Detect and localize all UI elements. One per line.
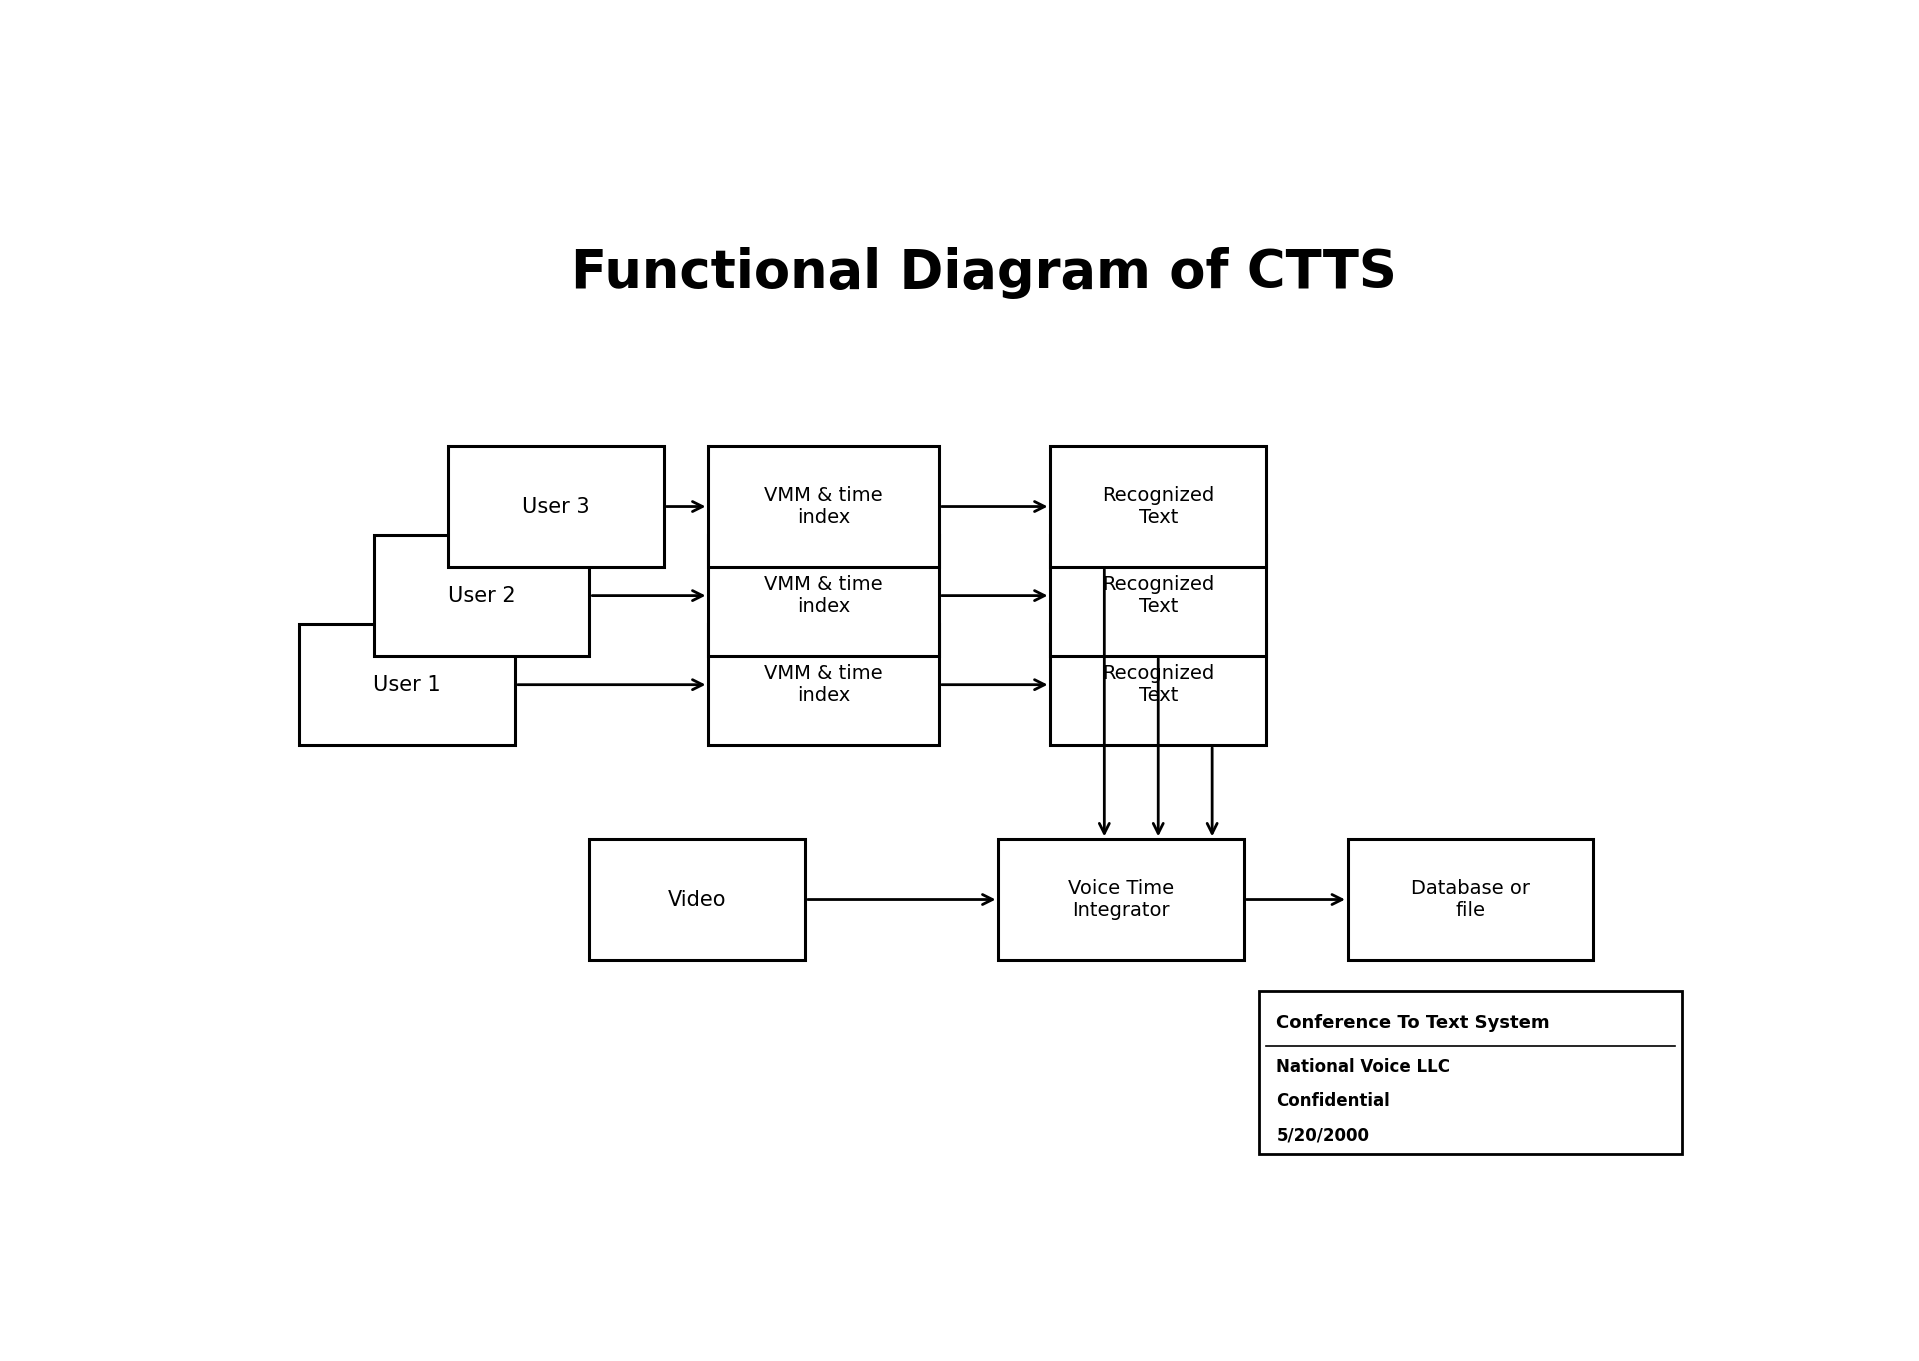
- Text: Functional Diagram of CTTS: Functional Diagram of CTTS: [570, 248, 1397, 299]
- Text: Recognized
Text: Recognized Text: [1102, 576, 1215, 617]
- Bar: [708, 625, 938, 744]
- Text: Database or
file: Database or file: [1410, 879, 1529, 920]
- Text: 5/20/2000: 5/20/2000: [1276, 1127, 1370, 1145]
- Bar: [589, 840, 806, 960]
- Bar: [998, 840, 1244, 960]
- Bar: [708, 535, 938, 656]
- Text: Recognized
Text: Recognized Text: [1102, 486, 1215, 527]
- Text: VMM & time
index: VMM & time index: [764, 664, 883, 705]
- Bar: [708, 446, 938, 566]
- Text: Recognized
Text: Recognized Text: [1102, 664, 1215, 705]
- Text: Conference To Text System: Conference To Text System: [1276, 1014, 1551, 1032]
- Bar: [1050, 535, 1267, 656]
- Text: National Voice LLC: National Voice LLC: [1276, 1057, 1451, 1075]
- Bar: [1050, 446, 1267, 566]
- Text: User 1: User 1: [374, 675, 441, 694]
- Bar: [1259, 991, 1683, 1154]
- Bar: [449, 446, 664, 566]
- Text: Confidential: Confidential: [1276, 1093, 1389, 1111]
- Text: Voice Time
Integrator: Voice Time Integrator: [1069, 879, 1174, 920]
- Text: VMM & time
index: VMM & time index: [764, 486, 883, 527]
- Text: VMM & time
index: VMM & time index: [764, 576, 883, 617]
- Text: User 3: User 3: [522, 497, 589, 517]
- Bar: [1050, 625, 1267, 744]
- Bar: [1347, 840, 1593, 960]
- Bar: [299, 625, 514, 744]
- Text: Video: Video: [668, 890, 727, 909]
- Text: User 2: User 2: [447, 585, 516, 606]
- Bar: [374, 535, 589, 656]
